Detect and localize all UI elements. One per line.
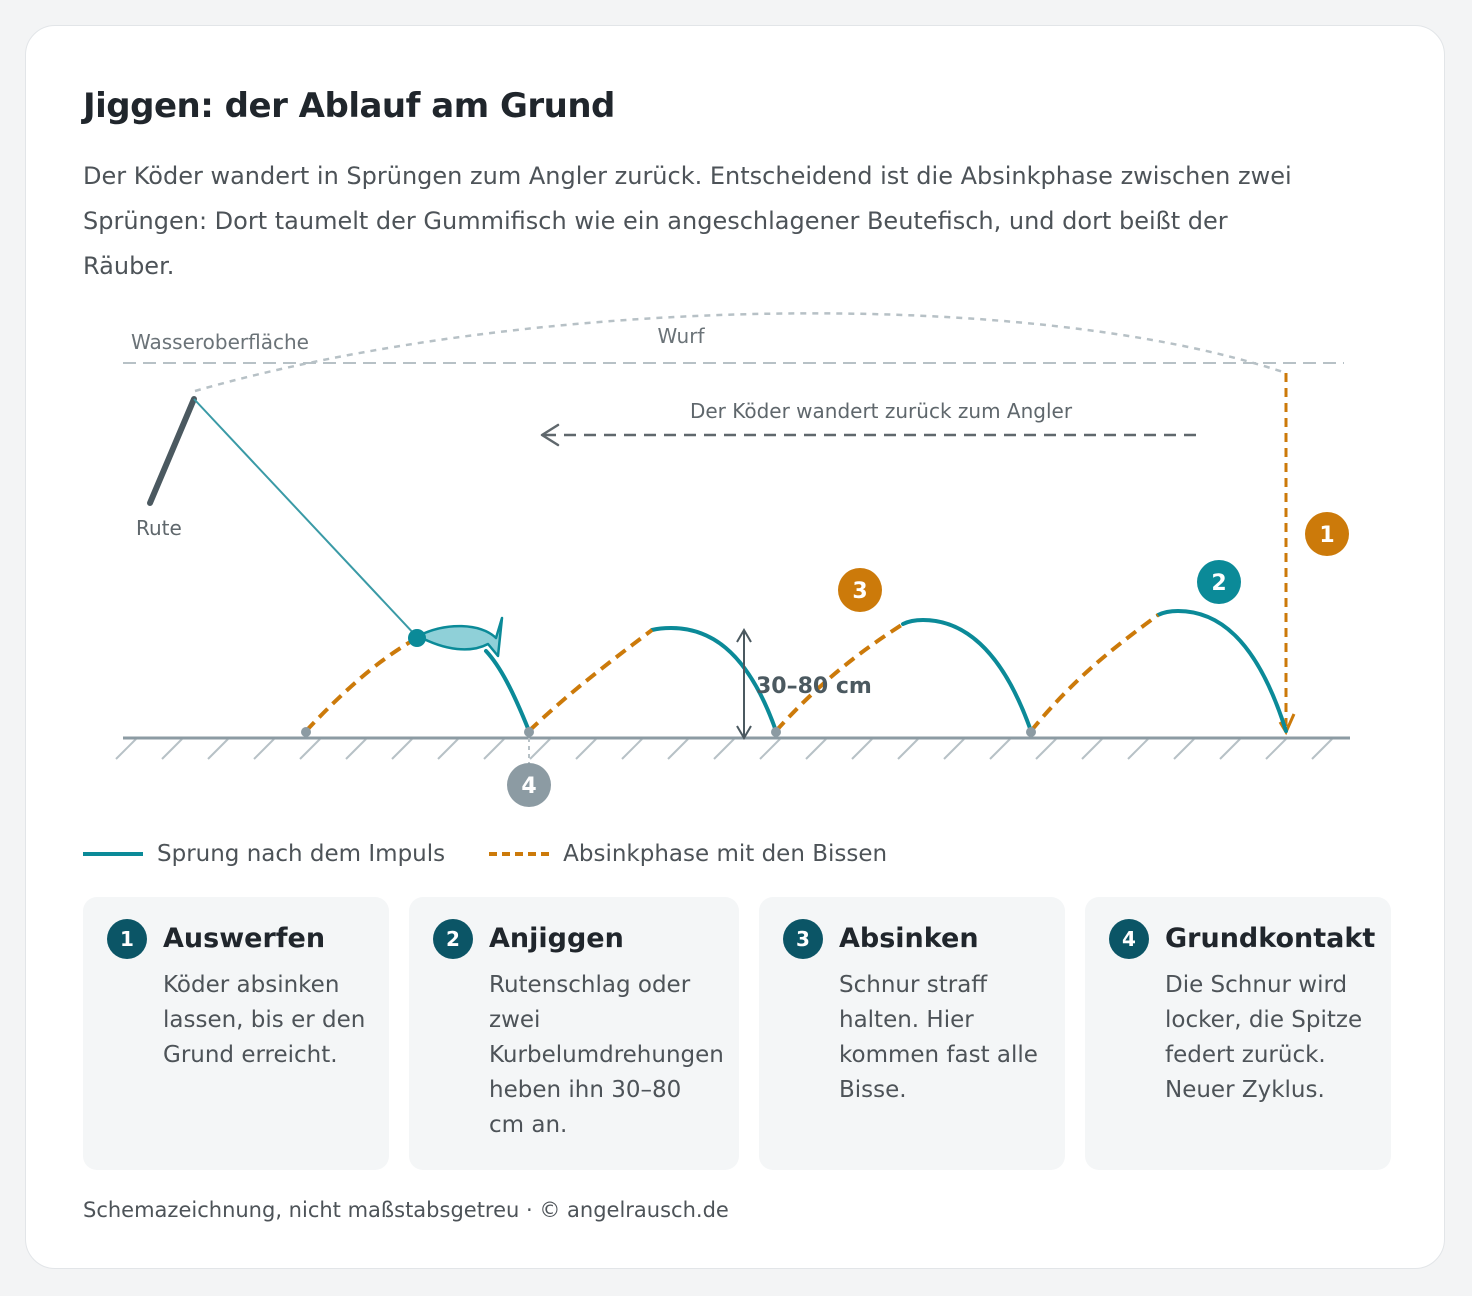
step-text: Rutenschlag oder zwei Kurbelumdrehungen …	[489, 972, 724, 1138]
step-text: Die Schnur wird locker, die Spitze feder…	[1165, 972, 1363, 1103]
step-text: Schnur straff halten. Hier kommen fast a…	[839, 972, 1038, 1103]
step-cards: 1 Auswerfen Köder absinken lassen, bis e…	[83, 897, 1391, 1170]
legend-dashed-swatch	[489, 852, 550, 856]
step-title: Auswerfen	[163, 923, 326, 954]
marker-2: 2	[1197, 560, 1241, 604]
step-number-badge: 3	[783, 919, 823, 959]
diagram-card: Jiggen: der Ablauf am Grund Der Köder wa…	[25, 25, 1445, 1269]
step-number-badge: 1	[107, 919, 147, 959]
marker-4: 4	[507, 763, 551, 807]
arrow-left-icon	[540, 423, 560, 447]
direction-label: Der Köder wandert zurück zum Angler	[690, 399, 1073, 423]
fishing-line	[193, 398, 418, 638]
legend: Sprung nach dem Impuls Absinkphase mit d…	[83, 836, 931, 872]
jump-arc-1	[1156, 608, 1288, 733]
sink-phase-1	[1029, 613, 1160, 733]
legend-jump-label: Sprung nach dem Impuls	[157, 841, 446, 867]
marker-1: 1	[1305, 512, 1349, 556]
sink-phase-4	[304, 636, 418, 733]
step-title: Grundkontakt	[1165, 923, 1376, 954]
rod-icon	[147, 396, 197, 506]
intro-text: Der Köder wandert in Sprüngen zum Angler…	[83, 162, 1292, 280]
sink-phase-2	[774, 622, 905, 733]
water-surface-label: Wasseroberfläche	[131, 330, 309, 354]
step-title: Anjiggen	[489, 923, 624, 954]
ground-contact-dot	[524, 727, 534, 737]
step-title: Absinken	[839, 923, 979, 954]
svg-text:4: 4	[521, 774, 536, 799]
cast-label: Wurf	[657, 324, 705, 348]
legend-item-sink: Absinkphase mit den Bissen	[489, 841, 887, 867]
rod-label: Rute	[136, 516, 182, 540]
step-card-1: 1 Auswerfen Köder absinken lassen, bis e…	[83, 897, 389, 1170]
footnote: Schemazeichnung, nicht maßstabsgetreu · …	[83, 1198, 729, 1222]
ground-contact-dot	[301, 727, 311, 737]
ground-contact-dot	[771, 727, 781, 737]
page-title: Jiggen: der Ablauf am Grund	[83, 86, 615, 126]
step-card-4: 4 Grundkontakt Die Schnur wird locker, d…	[1085, 897, 1391, 1170]
sink-phase-3	[527, 628, 654, 733]
step-text: Köder absinken lassen, bis er den Grund …	[163, 972, 366, 1068]
step-number-badge: 2	[433, 919, 473, 959]
jump-arc-4	[484, 649, 531, 733]
height-arrow-down-icon	[736, 725, 752, 740]
svg-text:1: 1	[1319, 523, 1334, 548]
svg-text:3: 3	[852, 579, 867, 604]
legend-item-jump: Sprung nach dem Impuls	[83, 841, 445, 867]
step-card-2: 2 Anjiggen Rutenschlag oder zwei Kurbelu…	[409, 897, 739, 1170]
cast-label-bg	[650, 322, 712, 348]
height-arrow-up-icon	[736, 628, 752, 643]
ground-hatching	[115, 738, 1333, 760]
step-card-3: 3 Absinken Schnur straff halten. Hier ko…	[759, 897, 1065, 1170]
legend-solid-swatch	[83, 852, 143, 856]
height-label: 30–80 cm	[756, 674, 872, 699]
jump-arc-3	[650, 625, 778, 733]
jump-arc-2	[901, 617, 1033, 733]
jigging-diagram: Wasseroberfläche Wurf Der Köder wandert …	[115, 312, 1350, 807]
step-number-badge: 4	[1109, 919, 1149, 959]
marker-3: 3	[838, 568, 882, 612]
cast-arc	[194, 312, 1287, 393]
svg-text:2: 2	[1211, 571, 1226, 596]
lure-icon	[408, 616, 504, 658]
ground-contact-dot	[1026, 727, 1036, 737]
legend-sink-label: Absinkphase mit den Bissen	[563, 841, 888, 867]
